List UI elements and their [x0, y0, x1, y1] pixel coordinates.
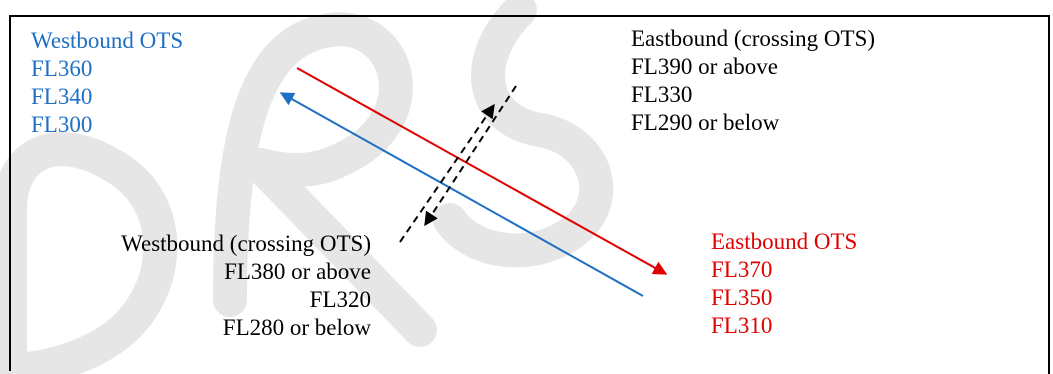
westbound-ots-level-2: FL340: [31, 84, 93, 109]
westbound-ots-group: Westbound OTS FL360 FL340 FL300: [31, 27, 183, 139]
westbound-crossing-level-2: FL320: [309, 287, 371, 312]
westbound-crossing-title: Westbound (crossing OTS): [121, 231, 371, 256]
eastbound-crossing-group: Eastbound (crossing OTS) FL390 or above …: [631, 25, 875, 137]
westbound-ots-level-3: FL300: [31, 112, 93, 137]
diagram-frame-right-edge: [1048, 15, 1050, 374]
westbound-ots-arrow: [279, 92, 644, 297]
westbound-crossing-level-3: FL280 or below: [222, 315, 371, 340]
eastbound-ots-level-2: FL350: [711, 285, 773, 310]
eastbound-crossing-title: Eastbound (crossing OTS): [631, 26, 876, 51]
crossing-northbound-arrow: [399, 103, 495, 243]
eastbound-ots-level-1: FL370: [711, 257, 773, 282]
eastbound-crossing-level-1: FL390 or above: [631, 54, 778, 79]
eastbound-ots-title: Eastbound OTS: [711, 229, 858, 254]
crossing-southbound-arrow: [424, 85, 517, 227]
eastbound-crossing-level-2: FL330: [631, 82, 693, 107]
eastbound-crossing-level-3: FL290 or below: [631, 110, 780, 135]
diagram-frame: [9, 15, 1050, 371]
westbound-ots-level-1: FL360: [31, 56, 93, 81]
eastbound-ots-arrow: [296, 67, 668, 275]
westbound-ots-title: Westbound OTS: [31, 28, 184, 53]
westbound-crossing-group: Westbound (crossing OTS) FL380 or above …: [28, 230, 371, 342]
eastbound-ots-level-3: FL310: [711, 313, 773, 338]
westbound-crossing-level-1: FL380 or above: [224, 259, 371, 284]
eastbound-ots-group: Eastbound OTS FL370 FL350 FL310: [711, 228, 857, 340]
